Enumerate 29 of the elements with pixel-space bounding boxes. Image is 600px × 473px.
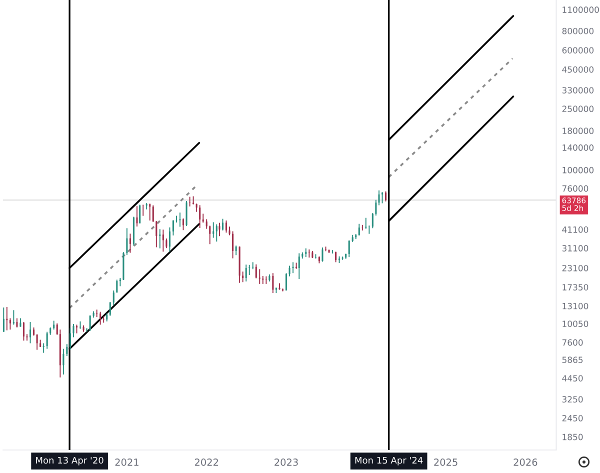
y-tick-label: 2450 bbox=[562, 415, 583, 422]
ref-line-label: Mon 13 Apr '20 bbox=[36, 456, 104, 466]
y-tick-label: 1100000 bbox=[562, 6, 599, 13]
y-tick-label: 23100 bbox=[562, 264, 588, 272]
y-tick-label: 600000 bbox=[562, 47, 594, 54]
y-tick-label: 7600 bbox=[562, 339, 583, 346]
y-tick-label: 31100 bbox=[562, 245, 588, 252]
y-tick-label: 100000 bbox=[562, 166, 594, 174]
x-tick-label: 2022 bbox=[194, 458, 218, 466]
y-tick-label: 13100 bbox=[562, 302, 588, 310]
x-tick-label: 2026 bbox=[514, 458, 538, 466]
x-tick-label: 2021 bbox=[115, 458, 138, 466]
ref-line-label: Mon 15 Apr '24 bbox=[355, 456, 423, 466]
y-tick-label: 1850 bbox=[562, 434, 583, 440]
y-tick-label: 180000 bbox=[562, 128, 594, 134]
y-tick-label: 330000 bbox=[562, 87, 594, 94]
y-tick-label: 17350 bbox=[562, 284, 588, 290]
y-tick-label: 450000 bbox=[562, 66, 594, 73]
y-tick-label: 76000 bbox=[562, 185, 588, 192]
y-tick-label: 5865 bbox=[562, 356, 583, 364]
y-tick-label: 4450 bbox=[562, 375, 583, 382]
y-tick-label: 3250 bbox=[562, 396, 583, 403]
y-tick-label: 140000 bbox=[562, 144, 594, 151]
y-tick-label: 10050 bbox=[562, 320, 588, 328]
x-tick-label: 2023 bbox=[274, 458, 298, 466]
y-tick-label: 800000 bbox=[562, 28, 594, 34]
y-tick-label: 41100 bbox=[562, 226, 588, 233]
y-tick-label: 250000 bbox=[562, 106, 594, 112]
x-tick-label: 2025 bbox=[434, 458, 458, 466]
